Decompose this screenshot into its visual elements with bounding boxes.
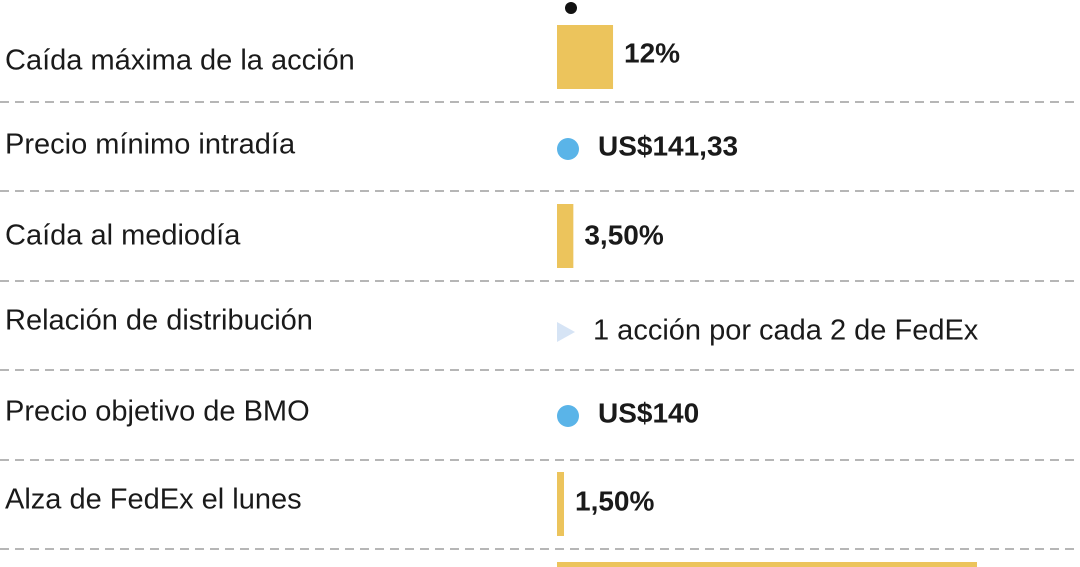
row-label: Caída al mediodía [5, 220, 241, 252]
value-label: 3,50% [584, 219, 663, 250]
arrow [557, 322, 575, 342]
marker-dot [565, 2, 577, 14]
bar [557, 472, 565, 536]
value-label: 12% [624, 37, 680, 68]
row-label: Relación de distribución [5, 305, 313, 337]
bar-partial [557, 562, 977, 567]
row-label: Precio mínimo intradía [5, 129, 296, 161]
value-text: US$140 [598, 397, 699, 428]
row-label: Alza de FedEx el lunes [5, 484, 302, 516]
bullet [557, 138, 579, 160]
value-text: US$141,33 [598, 130, 738, 161]
bullet [557, 405, 579, 427]
value-text: 1 acción por cada 2 de FedEx [593, 315, 979, 347]
row-label: Precio objetivo de BMO [5, 396, 310, 428]
value-label: 1,50% [575, 485, 654, 516]
row-label: Caída máxima de la acción [5, 45, 355, 77]
bar [557, 204, 574, 268]
bar [557, 25, 614, 89]
